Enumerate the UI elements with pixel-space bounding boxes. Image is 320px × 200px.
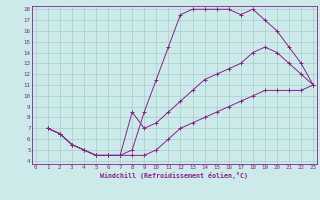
X-axis label: Windchill (Refroidissement éolien,°C): Windchill (Refroidissement éolien,°C) (100, 172, 248, 179)
